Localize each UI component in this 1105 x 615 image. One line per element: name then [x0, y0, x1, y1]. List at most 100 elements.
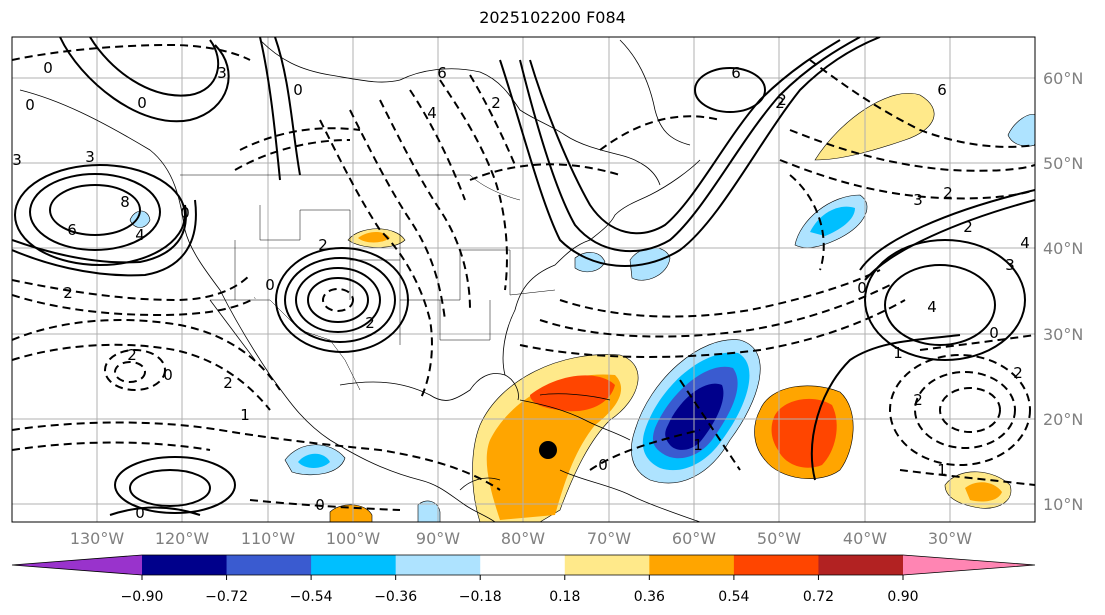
colorbar-extend-max	[903, 555, 1035, 575]
contour-dashed	[889, 354, 1031, 466]
lon-label: 70°W	[587, 529, 631, 548]
contour-label: 3	[85, 148, 95, 166]
contour-dashed	[899, 469, 1035, 486]
contour-label: 3	[12, 151, 22, 169]
contour-labels: 0 30 2642626038634202023420102210001220143…	[12, 59, 1030, 522]
contour-label: 2	[913, 391, 923, 409]
contour-label: 6	[67, 221, 77, 239]
contour-dashed	[319, 119, 433, 401]
contour-label: 4	[927, 298, 937, 316]
lon-label: 110°W	[241, 529, 296, 548]
contour-dashed	[409, 89, 466, 201]
contour-label: 0	[43, 59, 53, 77]
contour-dashed	[234, 139, 351, 171]
contour-label: 0	[25, 96, 35, 114]
contour-dashed	[349, 109, 446, 321]
contour-label: 0	[137, 94, 147, 112]
contour-solid	[12, 204, 187, 264]
storm-marker	[539, 441, 557, 459]
colorbar: −0.90 −0.72 −0.54 −0.36 −0.18 0.18 0.36 0.54 0.7…	[11, 554, 1036, 605]
contour-dashed	[249, 499, 401, 511]
colorbar-tick-label: −0.90	[121, 589, 164, 605]
lon-label: 60°W	[672, 529, 716, 548]
lat-label: 60°N	[1043, 69, 1083, 88]
contour-dashed	[809, 59, 1035, 148]
contour-label: 2	[491, 94, 501, 112]
contour-label: 3	[1005, 256, 1015, 274]
contour-dashed	[114, 361, 146, 383]
contour-dashed	[469, 163, 621, 181]
positive-anomaly-north	[814, 93, 935, 161]
contour-solid	[864, 239, 1026, 361]
lon-label: 40°W	[843, 529, 887, 548]
lon-label: 130°W	[70, 529, 125, 548]
contour-solid	[89, 37, 220, 97]
contour-label: 4	[135, 226, 145, 244]
contour-label: 2	[775, 94, 785, 112]
borders	[180, 174, 556, 391]
contour-label: 0	[857, 279, 867, 297]
contour-label: 6	[731, 64, 741, 82]
contour-label: 0	[265, 276, 275, 294]
contour-solid	[499, 37, 881, 267]
contour-dashed	[539, 284, 891, 338]
contour-label: 1	[893, 344, 903, 362]
lon-label: 80°W	[501, 529, 545, 548]
lon-label: 100°W	[326, 529, 381, 548]
contour-solid	[12, 199, 197, 277]
contour-dashed	[919, 334, 1035, 351]
lat-label: 50°N	[1043, 154, 1083, 173]
contour-dashed	[914, 371, 1016, 449]
contour-label: 3	[217, 64, 227, 82]
colorbar-segment	[480, 555, 566, 575]
lat-label: 10°N	[1043, 495, 1083, 514]
contour-solid	[307, 277, 369, 323]
contour-dashed	[12, 319, 281, 391]
colorbar-tick-label: 0.18	[549, 589, 580, 605]
shaded-anomalies	[129, 93, 1035, 522]
contour-dashed	[12, 343, 271, 411]
contour-dashed	[589, 429, 701, 471]
colorbar-tick-label: −0.36	[374, 589, 417, 605]
colorbar-extend-min	[12, 555, 142, 575]
contour-solid	[275, 247, 409, 353]
contour-solid	[519, 37, 861, 253]
contour-label: 3	[913, 191, 923, 209]
contour-solid	[49, 184, 141, 236]
colorbar-segment	[395, 555, 481, 575]
colorbar-segment	[226, 555, 312, 575]
contour-solid	[274, 37, 301, 176]
contour-solid	[295, 267, 381, 333]
contour-dashed	[379, 99, 471, 311]
lon-label: 50°W	[757, 529, 801, 548]
contour-label: 0	[135, 504, 145, 522]
lat-label: 30°N	[1043, 325, 1083, 344]
colorbar-tick-label: −0.72	[205, 589, 248, 605]
lon-label: 30°W	[928, 529, 972, 548]
contour-solid	[859, 189, 1035, 271]
contour-dashed	[322, 288, 354, 312]
colorbar-segment	[818, 555, 904, 575]
contour-label: 2	[365, 314, 375, 332]
contour-dashed	[439, 79, 508, 291]
contour-label: 2	[127, 346, 137, 364]
colorbar-tick-label: −0.54	[290, 589, 333, 605]
contours	[12, 37, 1035, 516]
contour-label: 1	[240, 406, 250, 424]
contour-label: 0	[315, 496, 325, 514]
contour-solid	[114, 456, 236, 514]
colorbar-tick-label: −0.18	[459, 589, 502, 605]
colorbar-tick-label: 0.36	[634, 589, 665, 605]
contour-label: 2	[963, 218, 973, 236]
contour-label: 0	[989, 324, 999, 342]
contour-solid	[529, 39, 841, 235]
colorbar-tick-label: 0.54	[718, 589, 749, 605]
contour-solid	[129, 469, 211, 507]
contour-label: 1	[693, 436, 703, 454]
latitude-labels: 60°N 50°N 40°N 30°N 20°N 10°N	[1043, 69, 1083, 514]
contour-solid	[284, 257, 396, 343]
contour-label: 2	[223, 374, 233, 392]
contour-solid	[884, 264, 996, 346]
contour-dashed	[599, 115, 721, 151]
